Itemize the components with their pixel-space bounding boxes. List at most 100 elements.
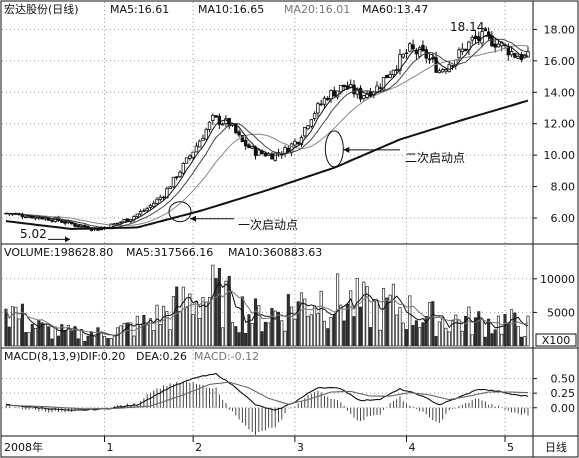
candle-body [50, 220, 54, 222]
candle-body [211, 114, 215, 121]
candle-body [175, 176, 179, 179]
candle-body [257, 149, 261, 156]
volume-bar [487, 318, 491, 347]
candle-body [408, 43, 412, 52]
volume-bar [309, 314, 313, 347]
candlestick [470, 35, 474, 45]
price-ma5-label: MA5:16.61 [110, 3, 169, 16]
volume-bar [148, 318, 153, 347]
volume-bar [79, 329, 84, 347]
candle-body [220, 123, 225, 126]
candle-body [394, 69, 399, 71]
volume-bar [385, 297, 389, 347]
candle-body [263, 153, 268, 157]
macd-value-label: MACD:-0.12 [194, 350, 259, 363]
volume-bar [43, 323, 47, 347]
candle-body [516, 56, 520, 59]
candle-body [312, 113, 317, 119]
volume-bar [260, 331, 264, 347]
volume-bar [20, 303, 24, 347]
candle-body [329, 90, 333, 100]
candlestick [306, 125, 310, 131]
candlestick [181, 162, 185, 175]
macd-series [5, 372, 529, 435]
candlestick [404, 49, 409, 59]
candle-body [138, 211, 143, 215]
volume-bar [165, 311, 169, 347]
candle-body [119, 221, 123, 224]
candlestick [237, 129, 241, 138]
x-tick-label: 1 [106, 441, 113, 454]
volume-bar [322, 320, 327, 347]
price-tick-label: 16.00 [544, 55, 576, 68]
candle-body [115, 222, 120, 225]
volume-bar [221, 327, 225, 347]
price-title: 宏达股份(日线) [4, 2, 79, 16]
volume-bar [135, 315, 139, 347]
candlestick [158, 194, 163, 202]
candlestick [444, 67, 448, 75]
candlestick [362, 95, 366, 101]
candlestick [155, 197, 159, 206]
volume-bar [204, 301, 208, 347]
candlestick [467, 40, 471, 56]
candlestick [463, 48, 468, 52]
volume-bar [119, 325, 123, 347]
volume-unit-box [535, 333, 577, 347]
volume-bar [286, 294, 290, 347]
candle-body [513, 53, 517, 58]
candlestick [273, 152, 277, 162]
dif-line [5, 372, 529, 411]
candlestick [490, 31, 494, 47]
second-launch-label: 二次启动点 [405, 151, 465, 165]
volume-bar [56, 335, 61, 347]
volume-bar [454, 314, 458, 347]
candle-body [470, 37, 474, 41]
candle-body [401, 53, 405, 58]
candlestick [509, 46, 514, 58]
candlestick [394, 65, 399, 75]
volume-bar [342, 320, 346, 347]
volume-bar [421, 322, 425, 347]
candle-body [79, 225, 84, 228]
volume-bar [401, 322, 405, 347]
candle-body [444, 69, 448, 72]
volume-bar [89, 331, 93, 347]
candle-body [477, 36, 481, 41]
volume-bar [47, 326, 51, 347]
candle-body [398, 54, 402, 71]
candle-body [27, 216, 31, 218]
candlestick [388, 70, 392, 79]
candlestick [247, 142, 251, 149]
ma20-line [5, 45, 529, 226]
volume-bar [73, 326, 77, 347]
candlestick [483, 27, 488, 32]
candlestick [299, 135, 304, 147]
candlestick [197, 139, 202, 148]
candlestick [427, 53, 432, 64]
candlestick [191, 151, 195, 161]
volume-bar [444, 327, 448, 347]
volume-bar [296, 301, 300, 347]
volume-bar [355, 278, 359, 347]
candle-body [385, 74, 389, 79]
first-launch-arrowhead [190, 215, 196, 222]
volume-bar [506, 322, 510, 347]
price-tick-label: 8.00 [551, 181, 576, 194]
volume-bar [362, 281, 366, 347]
candlestick [168, 185, 172, 190]
volume-bar [526, 315, 530, 347]
candlestick [516, 52, 520, 59]
candlestick [175, 176, 179, 181]
candle-body [421, 44, 425, 52]
volume-bar [480, 318, 484, 347]
candle-body [496, 43, 501, 48]
candlestick [220, 122, 225, 126]
volume-bar [503, 314, 507, 347]
candle-body [457, 49, 461, 58]
candle-body [362, 95, 366, 99]
candlestick [240, 135, 245, 143]
right-axis-frame [532, 0, 579, 458]
volume-bar [523, 336, 527, 347]
candle-body [358, 87, 363, 100]
